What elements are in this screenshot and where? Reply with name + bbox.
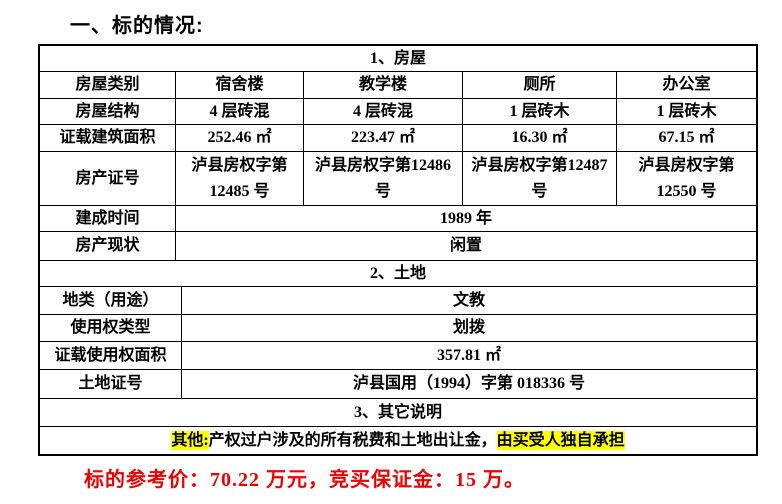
cert-office: 泸县房权字第12550 号: [638, 156, 735, 200]
section-header-house-row: 1、房屋: [40, 46, 756, 72]
table-row-land-use: 地类（用途） 文教: [40, 287, 756, 315]
structure-dorm: 4 层砖混: [176, 99, 304, 124]
structure-toilet: 1 层砖木: [463, 99, 617, 124]
area-dorm: 252.46 ㎡: [176, 125, 304, 151]
reference-price-line: 标的参考价：70.22 万元，竞买保证金：15 万。: [84, 469, 525, 491]
build-year-value: 1989 年: [439, 209, 492, 227]
table-row-cert-number: 房产证号 泸县房权字第12485 号 泸县房权字第12486 号 泸县房权字第1…: [40, 152, 756, 206]
house-category-office: 办公室: [662, 76, 711, 94]
table-row-house-category: 房屋类别 宿舍楼 教学楼 厕所 办公室: [40, 72, 756, 99]
row-label-house-category: 房屋类别: [40, 72, 176, 98]
land-cert-value: 泸县国用（1994）字第 018336 号: [352, 375, 585, 393]
table-row-tenure-type: 使用权类型 划拨: [40, 315, 756, 342]
land-use-value: 文教: [452, 291, 485, 309]
table-row-land-area: 证载使用权面积 357.81 ㎡: [40, 342, 756, 370]
row-label-house-structure: 房屋结构: [40, 99, 176, 124]
structure-teaching: 4 层砖混: [304, 99, 463, 124]
area-toilet: 16.30 ㎡: [463, 125, 617, 151]
house-category-dorm: 宿舍楼: [176, 72, 304, 98]
cert-teaching: 泸县房权字第12486 号: [304, 152, 463, 205]
section-header-land: 2、土地: [369, 264, 426, 282]
row-label-house-status: 房产现状: [40, 232, 176, 260]
section-header-other-row: 3、其它说明: [40, 399, 756, 427]
row-label-land-cert: 土地证号: [40, 370, 182, 398]
land-area-value: 357.81 ㎡: [436, 346, 501, 364]
other-note-middle: 产权过户涉及的所有税费和土地出让金，: [208, 431, 497, 449]
row-label-cert-number: 房产证号: [40, 152, 176, 205]
structure-office: 1 层砖木: [656, 102, 717, 120]
table-row-house-status: 房产现状 闲置: [40, 232, 756, 261]
section-header-land-row: 2、土地: [40, 261, 756, 287]
other-note-tail-highlight: 由买受人独自承担: [496, 430, 625, 451]
row-label-tenure-type: 使用权类型: [40, 315, 182, 341]
row-label-floor-area: 证载建筑面积: [40, 125, 176, 151]
table-row-other-note: 其他: 产权过户涉及的所有税费和土地出让金， 由买受人独自承担: [40, 427, 756, 454]
house-category-teaching: 教学楼: [304, 72, 463, 98]
table-row-land-cert: 土地证号 泸县国用（1994）字第 018336 号: [40, 370, 756, 399]
table-row-house-structure: 房屋结构 4 层砖混 4 层砖混 1 层砖木 1 层砖木: [40, 99, 756, 125]
area-office: 67.15 ㎡: [658, 129, 715, 147]
house-status-value: 闲置: [449, 237, 482, 255]
row-label-land-area: 证载使用权面积: [40, 342, 182, 369]
table-row-build-year: 建成时间 1989 年: [40, 206, 756, 232]
subject-info-table: 1、房屋 房屋类别 宿舍楼 教学楼 厕所 办公室 房屋结构 4 层砖混 4 层砖…: [38, 44, 758, 456]
tenure-type-value: 划拨: [452, 319, 485, 337]
row-label-land-use: 地类（用途）: [40, 287, 182, 314]
other-note: 其他: 产权过户涉及的所有税费和土地出让金， 由买受人独自承担: [40, 427, 756, 454]
cert-dorm: 泸县房权字第12485 号: [176, 152, 304, 205]
house-category-toilet: 厕所: [463, 72, 617, 98]
area-teaching: 223.47 ㎡: [304, 125, 463, 151]
other-note-head-highlight: 其他:: [171, 430, 209, 451]
section-header-house: 1、房屋: [369, 49, 426, 67]
cert-toilet: 泸县房权字第12487 号: [463, 152, 617, 205]
page-title: 一、标的情况:: [70, 15, 204, 37]
row-label-build-year: 建成时间: [40, 206, 176, 231]
section-header-other: 3、其它说明: [353, 403, 442, 421]
table-row-floor-area: 证载建筑面积 252.46 ㎡ 223.47 ㎡ 16.30 ㎡ 67.15 ㎡: [40, 125, 756, 152]
